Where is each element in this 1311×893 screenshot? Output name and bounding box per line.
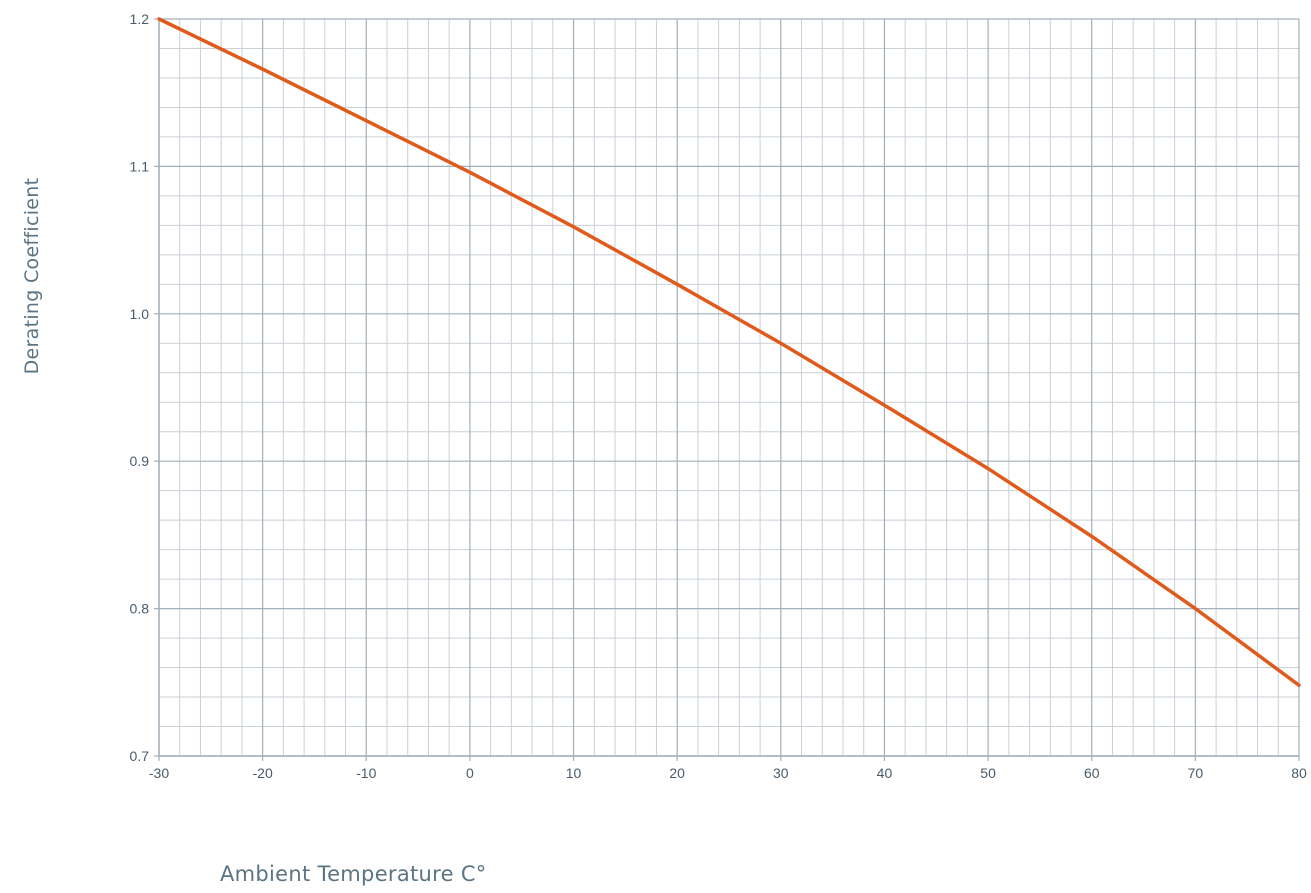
x-tick-label: 20 (669, 765, 685, 781)
x-tick-label: -20 (253, 765, 273, 781)
x-tick-label: -30 (149, 765, 169, 781)
x-tick-label: 70 (1188, 765, 1204, 781)
x-tick-label: 30 (773, 765, 789, 781)
x-tick-label: 60 (1084, 765, 1100, 781)
y-tick-label: 1.2 (130, 11, 150, 27)
x-tick-label: 10 (566, 765, 582, 781)
x-tick-label: 40 (877, 765, 893, 781)
y-tick-label: 0.8 (130, 601, 150, 617)
x-tick-label: 80 (1291, 765, 1307, 781)
x-tick-label: 0 (466, 765, 474, 781)
y-tick-label: 0.7 (130, 748, 150, 764)
x-tick-label: 50 (980, 765, 996, 781)
x-axis-label: Ambient Temperature C° (220, 862, 487, 886)
y-tick-label: 1.0 (130, 306, 150, 322)
x-tick-label: -10 (356, 765, 376, 781)
y-axis-label: Derating Coefficient (21, 177, 43, 375)
series-line (157, 17, 1301, 687)
y-tick-label: 1.1 (130, 158, 150, 174)
y-tick-label: 0.9 (130, 453, 150, 469)
